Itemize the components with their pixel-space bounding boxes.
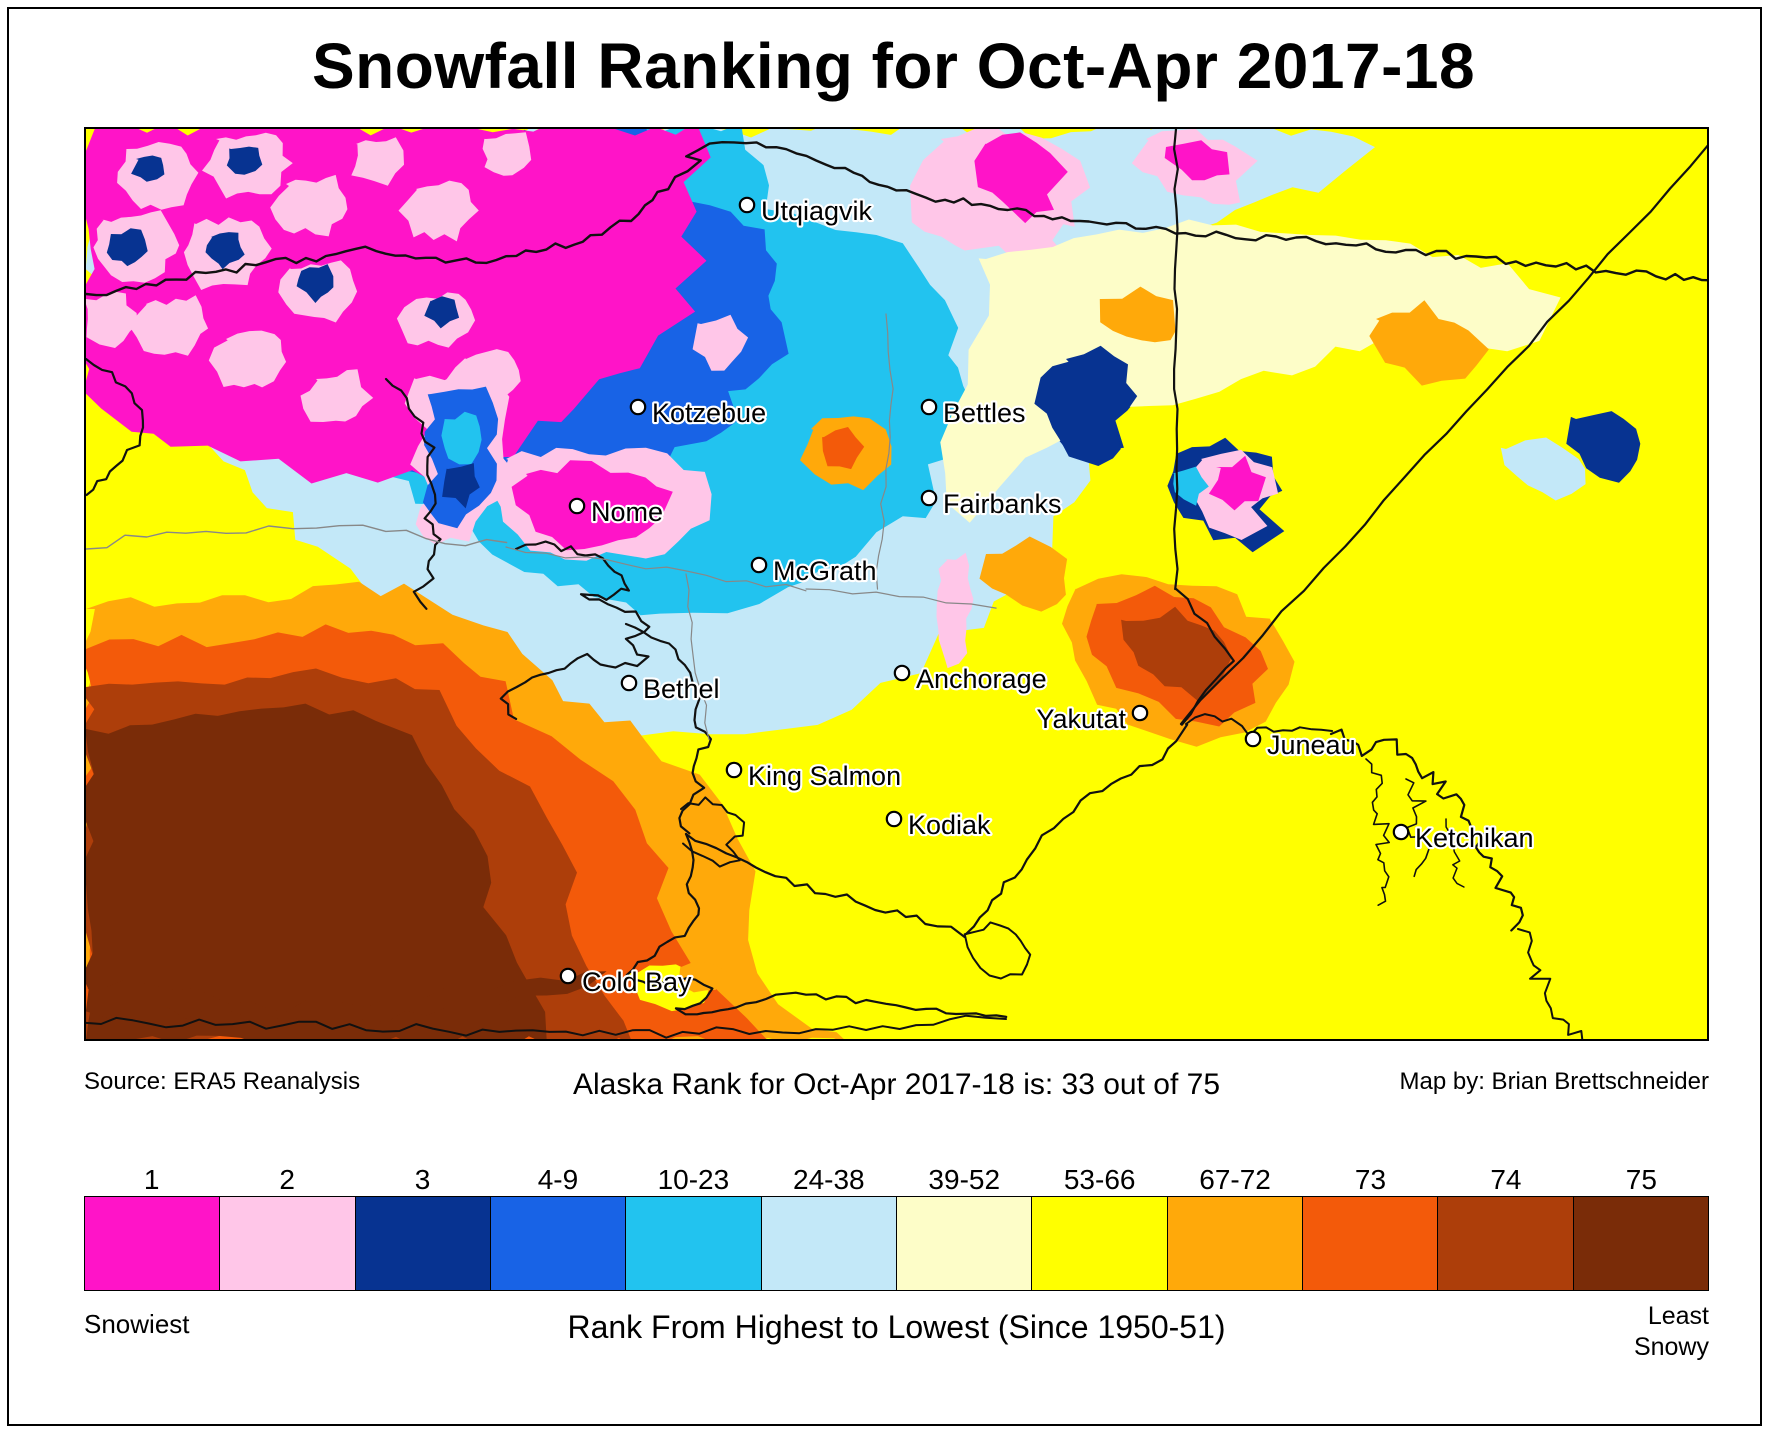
svg-text:Juneau: Juneau [1267,730,1356,760]
svg-text:Anchorage: Anchorage [916,664,1047,694]
svg-text:Yakutat: Yakutat [1036,704,1126,734]
svg-text:Nome: Nome [591,497,663,527]
svg-text:Utqiagvik: Utqiagvik [761,196,873,226]
svg-text:McGrath: McGrath [773,556,877,586]
svg-text:King Salmon: King Salmon [748,761,901,791]
svg-text:Ketchikan: Ketchikan [1415,823,1534,853]
svg-text:Bethel: Bethel [643,674,720,704]
svg-text:Kodiak: Kodiak [908,810,991,840]
svg-text:Fairbanks: Fairbanks [943,489,1062,519]
svg-text:Cold Bay: Cold Bay [582,967,692,997]
svg-text:Bettles: Bettles [943,398,1026,428]
svg-text:Kotzebue: Kotzebue [652,398,766,428]
